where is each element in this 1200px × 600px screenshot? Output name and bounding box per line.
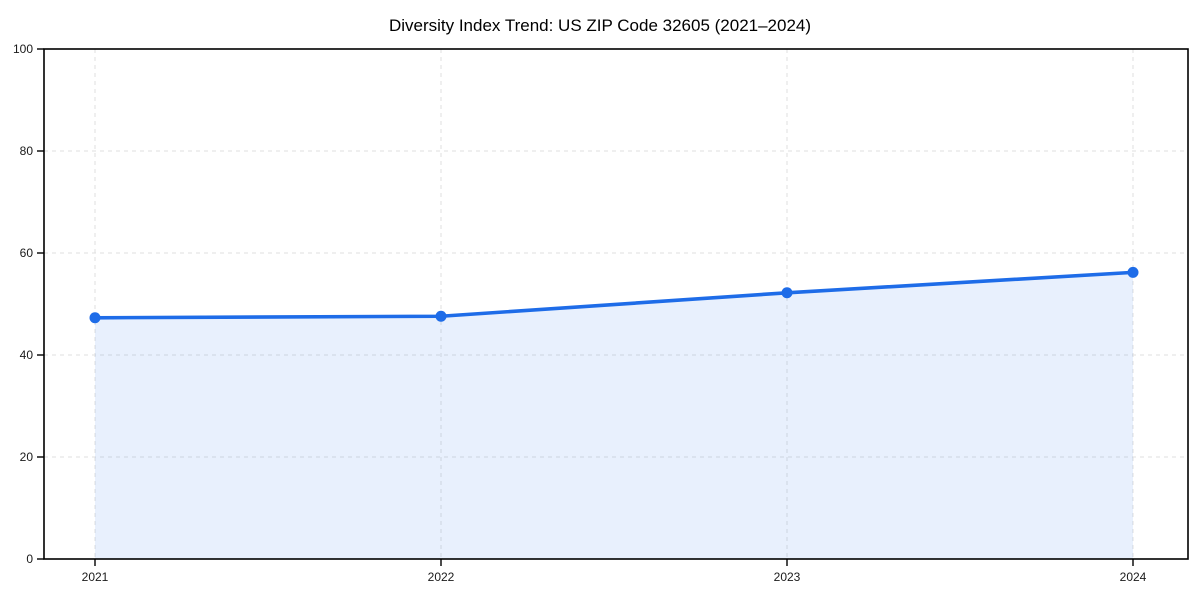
area-fill-layer: [95, 272, 1133, 559]
y-tick-label: 80: [20, 144, 34, 158]
y-tick-label: 60: [20, 246, 34, 260]
x-tick-label: 2024: [1120, 570, 1147, 584]
axis-ticks-layer: [37, 48, 1134, 566]
x-tick-label: 2022: [428, 570, 455, 584]
data-point-2022: [435, 310, 447, 322]
data-point-2023: [781, 287, 793, 299]
y-tick-label: 100: [13, 42, 33, 56]
y-tick-label: 20: [20, 450, 34, 464]
x-tick-label: 2021: [82, 570, 109, 584]
y-tick-label: 0: [26, 552, 33, 566]
data-point-layer: [89, 266, 1139, 324]
trend-line-layer: [93, 270, 1135, 320]
area-fill: [95, 272, 1133, 559]
axis-labels-layer: 0 20 40 60 80 100 2021 2022 2023 2024: [13, 42, 1147, 584]
chart-title: Diversity Index Trend: US ZIP Code 32605…: [389, 16, 811, 35]
x-tick-label: 2023: [774, 570, 801, 584]
plot-frame-layer: [43, 48, 1189, 560]
plot-frame: [43, 48, 1189, 560]
data-point-2021: [89, 312, 101, 324]
trend-line: [93, 270, 1135, 320]
gridlines: [44, 49, 1188, 559]
y-tick-label: 40: [20, 348, 34, 362]
data-point-2024: [1127, 266, 1139, 278]
